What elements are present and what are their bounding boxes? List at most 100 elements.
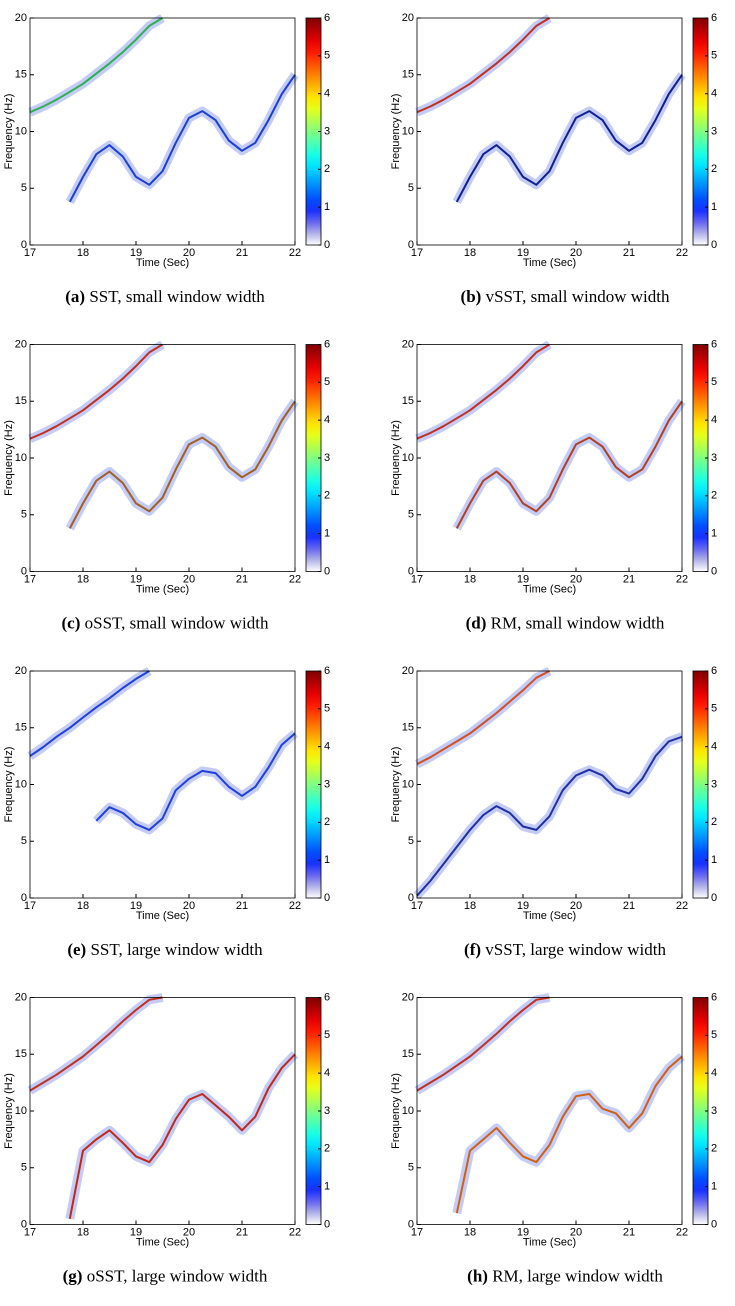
x-tick-label: 22 <box>676 573 688 585</box>
plot-area <box>417 18 682 245</box>
x-tick-label: 19 <box>130 1226 142 1238</box>
x-tick-label: 17 <box>411 1226 423 1238</box>
x-tick-label: 18 <box>77 573 89 585</box>
colorbar-tick-label: 0 <box>711 565 717 577</box>
y-tick-label: 10 <box>402 778 414 790</box>
x-tick-label: 20 <box>570 573 582 585</box>
colorbar-tick-label: 1 <box>711 854 717 866</box>
colorbar-tick-label: 0 <box>324 1218 330 1230</box>
plot-area <box>30 18 295 245</box>
x-tick-label: 22 <box>289 573 301 585</box>
ridge <box>29 17 164 114</box>
y-axis-label: Frequency (Hz) <box>3 747 15 823</box>
x-tick-label: 17 <box>411 573 423 585</box>
caption: (g) oSST, large window width <box>63 1266 268 1285</box>
colorbar-tick-label: 1 <box>324 1181 330 1193</box>
x-tick-label: 19 <box>130 573 142 585</box>
caption-label: (f) <box>464 940 481 959</box>
y-tick-label: 10 <box>15 778 27 790</box>
x-tick-label: 21 <box>623 900 635 912</box>
y-tick-label: 0 <box>408 892 414 904</box>
colorbar-tick-label: 6 <box>324 338 330 350</box>
caption-label: (b) <box>461 287 482 306</box>
x-axis-label: Time (Sec) <box>523 910 576 922</box>
ridge <box>68 74 296 203</box>
colorbar-tick-label: 1 <box>711 201 717 213</box>
colorbar-tick-label: 3 <box>324 1105 330 1117</box>
colorbar-tick-label: 1 <box>324 854 330 866</box>
y-tick-label: 5 <box>21 509 27 521</box>
colorbar-tick-label: 2 <box>324 490 330 502</box>
colorbar-tick-label: 4 <box>711 414 717 426</box>
x-tick-label: 20 <box>183 573 195 585</box>
y-tick-label: 5 <box>408 509 414 521</box>
caption: (d) RM, small window width <box>466 613 665 632</box>
ridge <box>416 735 683 897</box>
colorbar-tick-label: 0 <box>324 892 330 904</box>
x-tick-label: 17 <box>411 247 423 259</box>
y-tick-label: 15 <box>402 722 414 734</box>
x-axis-label: Time (Sec) <box>136 583 189 595</box>
x-tick-label: 22 <box>676 247 688 259</box>
colorbar-tick-label: 5 <box>324 703 330 715</box>
ridge <box>68 1053 296 1219</box>
colorbar-tick-label: 4 <box>711 741 717 753</box>
y-tick-label: 0 <box>21 1218 27 1230</box>
y-tick-label: 15 <box>402 69 414 81</box>
colorbar-tick-label: 4 <box>324 741 330 753</box>
y-tick-label: 15 <box>15 69 27 81</box>
x-tick-label: 21 <box>623 573 635 585</box>
y-axis-label: Frequency (Hz) <box>3 420 15 496</box>
colorbar-tick-label: 6 <box>324 12 330 24</box>
colorbar-tick-label: 3 <box>324 778 330 790</box>
colorbar-tick-label: 5 <box>324 1029 330 1041</box>
y-tick-label: 5 <box>408 182 414 194</box>
caption-text: SST, large window width <box>90 940 263 959</box>
colorbar-tick-label: 5 <box>711 703 717 715</box>
colorbar-tick-label: 3 <box>324 125 330 137</box>
y-tick-label: 5 <box>408 835 414 847</box>
x-tick-label: 20 <box>183 247 195 259</box>
caption-label: (h) <box>467 1266 488 1285</box>
y-tick-label: 20 <box>15 338 27 350</box>
colorbar-tick-label: 1 <box>711 1181 717 1193</box>
plot-area <box>417 344 682 572</box>
x-axis-label: Time (Sec) <box>523 1236 576 1248</box>
x-tick-label: 17 <box>24 573 36 585</box>
colorbar-tick-label: 3 <box>711 125 717 137</box>
y-tick-label: 5 <box>21 1162 27 1174</box>
colorbar-tick-label: 2 <box>324 816 330 828</box>
y-tick-label: 20 <box>402 991 414 1003</box>
ridge <box>29 670 150 757</box>
x-tick-label: 17 <box>411 900 423 912</box>
x-tick-label: 18 <box>77 247 89 259</box>
y-tick-label: 5 <box>408 1162 414 1174</box>
caption-text: oSST, small window width <box>85 613 269 632</box>
colorbar-tick-label: 6 <box>711 665 717 677</box>
colorbar-tick-label: 1 <box>711 528 717 540</box>
ridge <box>416 996 550 1092</box>
y-tick-label: 15 <box>15 1048 27 1060</box>
colorbar-tick-label: 1 <box>324 528 330 540</box>
ridge <box>29 996 163 1092</box>
caption-text: RM, large window width <box>492 1266 663 1285</box>
y-tick-label: 15 <box>402 395 414 407</box>
colorbar-tick-label: 4 <box>711 1067 717 1079</box>
x-tick-label: 21 <box>236 247 248 259</box>
x-tick-label: 22 <box>289 900 301 912</box>
caption-text: SST, small window width <box>89 287 265 306</box>
x-tick-label: 19 <box>517 573 529 585</box>
ridge <box>29 343 164 440</box>
y-tick-label: 10 <box>15 452 27 464</box>
caption-label: (a) <box>65 287 85 306</box>
caption-label: (c) <box>62 613 81 632</box>
x-tick-label: 19 <box>517 900 529 912</box>
x-tick-label: 18 <box>77 1226 89 1238</box>
y-tick-label: 15 <box>15 395 27 407</box>
caption-label: (g) <box>63 1266 83 1285</box>
